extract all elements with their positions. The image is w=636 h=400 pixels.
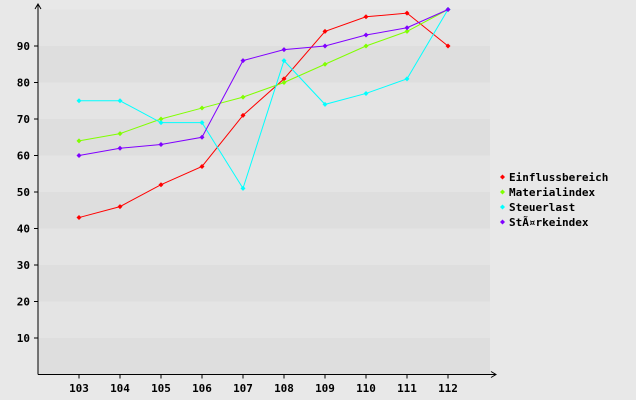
legend-label: Materialindex (509, 186, 595, 199)
y-tick-label: 70 (17, 113, 30, 126)
x-tick-label: 104 (110, 382, 130, 395)
legend-marker (500, 219, 505, 225)
legend: Einflussbereich Materialindex Steuerlast St… (500, 171, 608, 229)
legend-label: Steuerlast (509, 201, 575, 214)
data-point (322, 28, 328, 34)
data-point (117, 145, 123, 151)
grid-band (38, 228, 490, 265)
legend-marker (500, 189, 505, 195)
data-point (281, 76, 287, 82)
grid-band (38, 155, 490, 192)
grid-band (38, 46, 490, 83)
data-point (76, 153, 82, 158)
x-tick-label: 110 (356, 382, 376, 395)
series-0 (76, 10, 451, 221)
data-point (404, 76, 410, 82)
data-point (158, 182, 164, 188)
grid-band (38, 9, 490, 46)
data-point (199, 105, 205, 111)
x-tick-label: 108 (274, 382, 294, 395)
data-point (322, 43, 328, 49)
data-point (158, 116, 164, 122)
legend-marker (500, 204, 505, 210)
data-point (76, 98, 82, 104)
data-point (199, 163, 205, 169)
data-point (404, 28, 410, 34)
data-point (117, 98, 123, 104)
data-point (445, 43, 451, 49)
x-tick-label: 107 (233, 382, 253, 395)
x-tick-label: 105 (151, 382, 171, 395)
data-point (240, 94, 246, 100)
data-point (363, 43, 369, 49)
grid-band (38, 338, 490, 375)
data-point (363, 90, 369, 96)
data-point (240, 58, 246, 64)
data-point (281, 80, 287, 85)
data-point (404, 25, 410, 31)
y-axis-arrow (34, 3, 42, 10)
data-point (158, 142, 164, 148)
y-tick-label: 30 (17, 259, 30, 272)
data-point (322, 61, 328, 67)
x-axis-arrow (490, 371, 497, 378)
y-tick-label: 50 (17, 186, 30, 199)
data-point (281, 58, 287, 64)
legend-marker (500, 174, 505, 180)
y-tick-label: 10 (17, 332, 30, 345)
data-point (240, 112, 246, 118)
grid-band (38, 265, 490, 302)
data-point (363, 14, 369, 20)
grid-band (38, 192, 490, 229)
data-point (281, 47, 287, 53)
data-point (240, 185, 246, 191)
x-tick-label: 112 (438, 382, 458, 395)
data-point (76, 138, 82, 144)
legend-label: Einflussbereich (509, 171, 608, 184)
grid-band (38, 301, 490, 338)
series-group (76, 7, 451, 221)
y-tick-label: 90 (17, 40, 30, 53)
series-3 (76, 7, 451, 158)
legend-label: StÃ¤rkeindex (509, 216, 589, 229)
series-line (78, 9, 449, 156)
data-point (158, 120, 164, 126)
data-point (199, 134, 205, 140)
grid-bands (38, 9, 490, 375)
x-tick-label: 109 (315, 382, 335, 395)
data-point (199, 120, 205, 126)
series-1 (76, 7, 451, 144)
series-line (78, 9, 449, 142)
series-line (79, 9, 449, 190)
data-point (363, 32, 369, 38)
data-point (322, 101, 328, 107)
data-point (117, 204, 123, 210)
data-point (445, 7, 451, 12)
data-point (76, 215, 82, 221)
y-tick-label: 40 (17, 223, 30, 236)
y-tick-label: 20 (17, 296, 30, 309)
y-tick-label: 60 (17, 150, 30, 163)
x-tick-label: 111 (397, 382, 417, 395)
series-line (78, 12, 449, 219)
x-tick-label: 103 (69, 382, 89, 395)
x-tick-label: 106 (192, 382, 212, 395)
data-point (117, 131, 123, 137)
y-tick-label: 80 (17, 77, 30, 90)
axes: 10 20 30 40 50 60 70 80 90 103 104 105 106 107 108 109 1… (17, 3, 497, 395)
data-point (404, 10, 410, 16)
